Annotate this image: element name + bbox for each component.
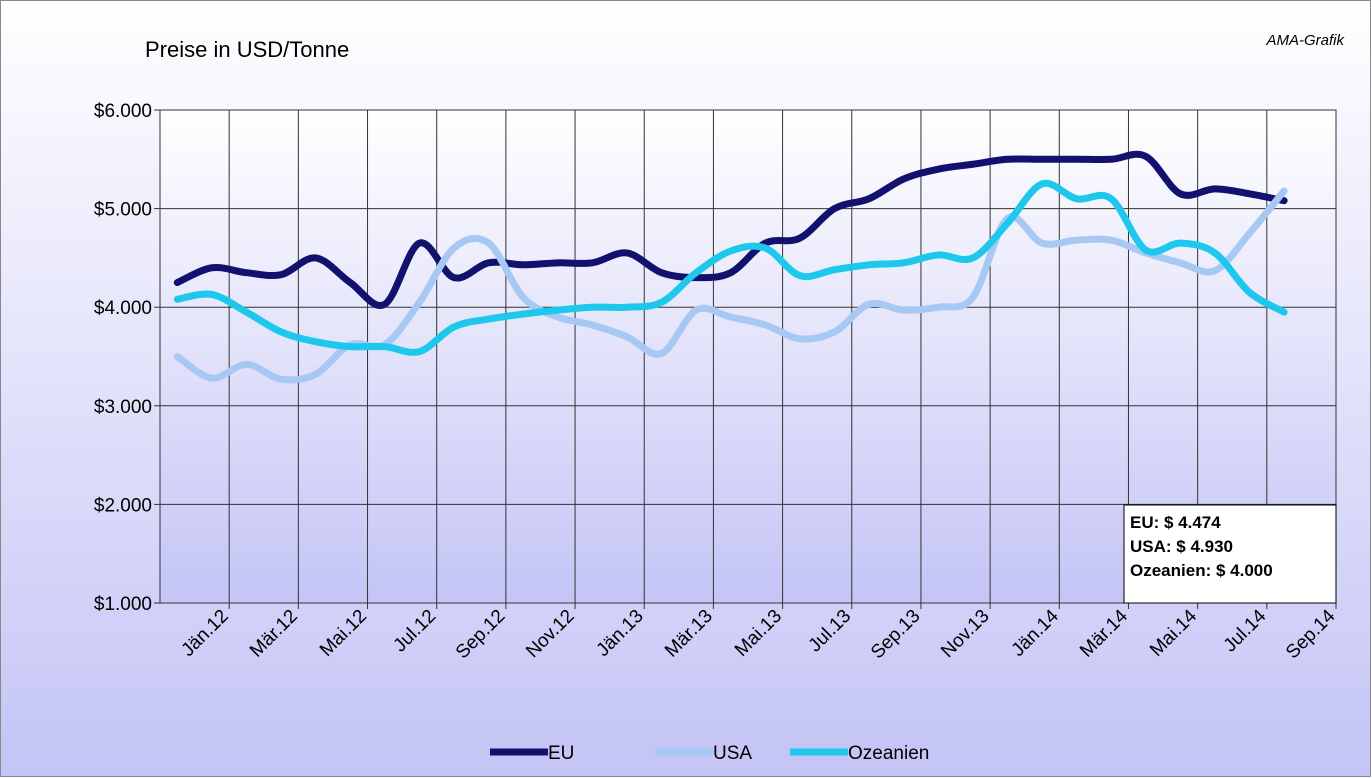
line xyxy=(173,150,1288,309)
legend-label: USA xyxy=(713,743,752,764)
y-tick-label: $3.000 xyxy=(94,397,152,418)
annotation: EU: $ 4.474 xyxy=(1130,513,1221,532)
legend-label: EU xyxy=(548,743,574,764)
y-tick-label: $1.000 xyxy=(94,594,152,615)
y-tick-label: $6.000 xyxy=(94,101,152,122)
legend-label: Ozeanien xyxy=(848,743,929,764)
chart-title: Preise in USD/Tonne xyxy=(145,37,349,62)
y-tick-label: $4.000 xyxy=(94,298,152,319)
line xyxy=(173,179,1288,356)
annotation: Ozeanien: $ 4.000 xyxy=(1130,561,1273,580)
annotation: USA: $ 4.930 xyxy=(1130,537,1233,556)
annotation-box xyxy=(1123,504,1337,604)
y-tick-label: $5.000 xyxy=(94,200,152,221)
source: AMA-Grafik xyxy=(1265,32,1345,49)
y-tick-label: $2.000 xyxy=(94,495,152,516)
